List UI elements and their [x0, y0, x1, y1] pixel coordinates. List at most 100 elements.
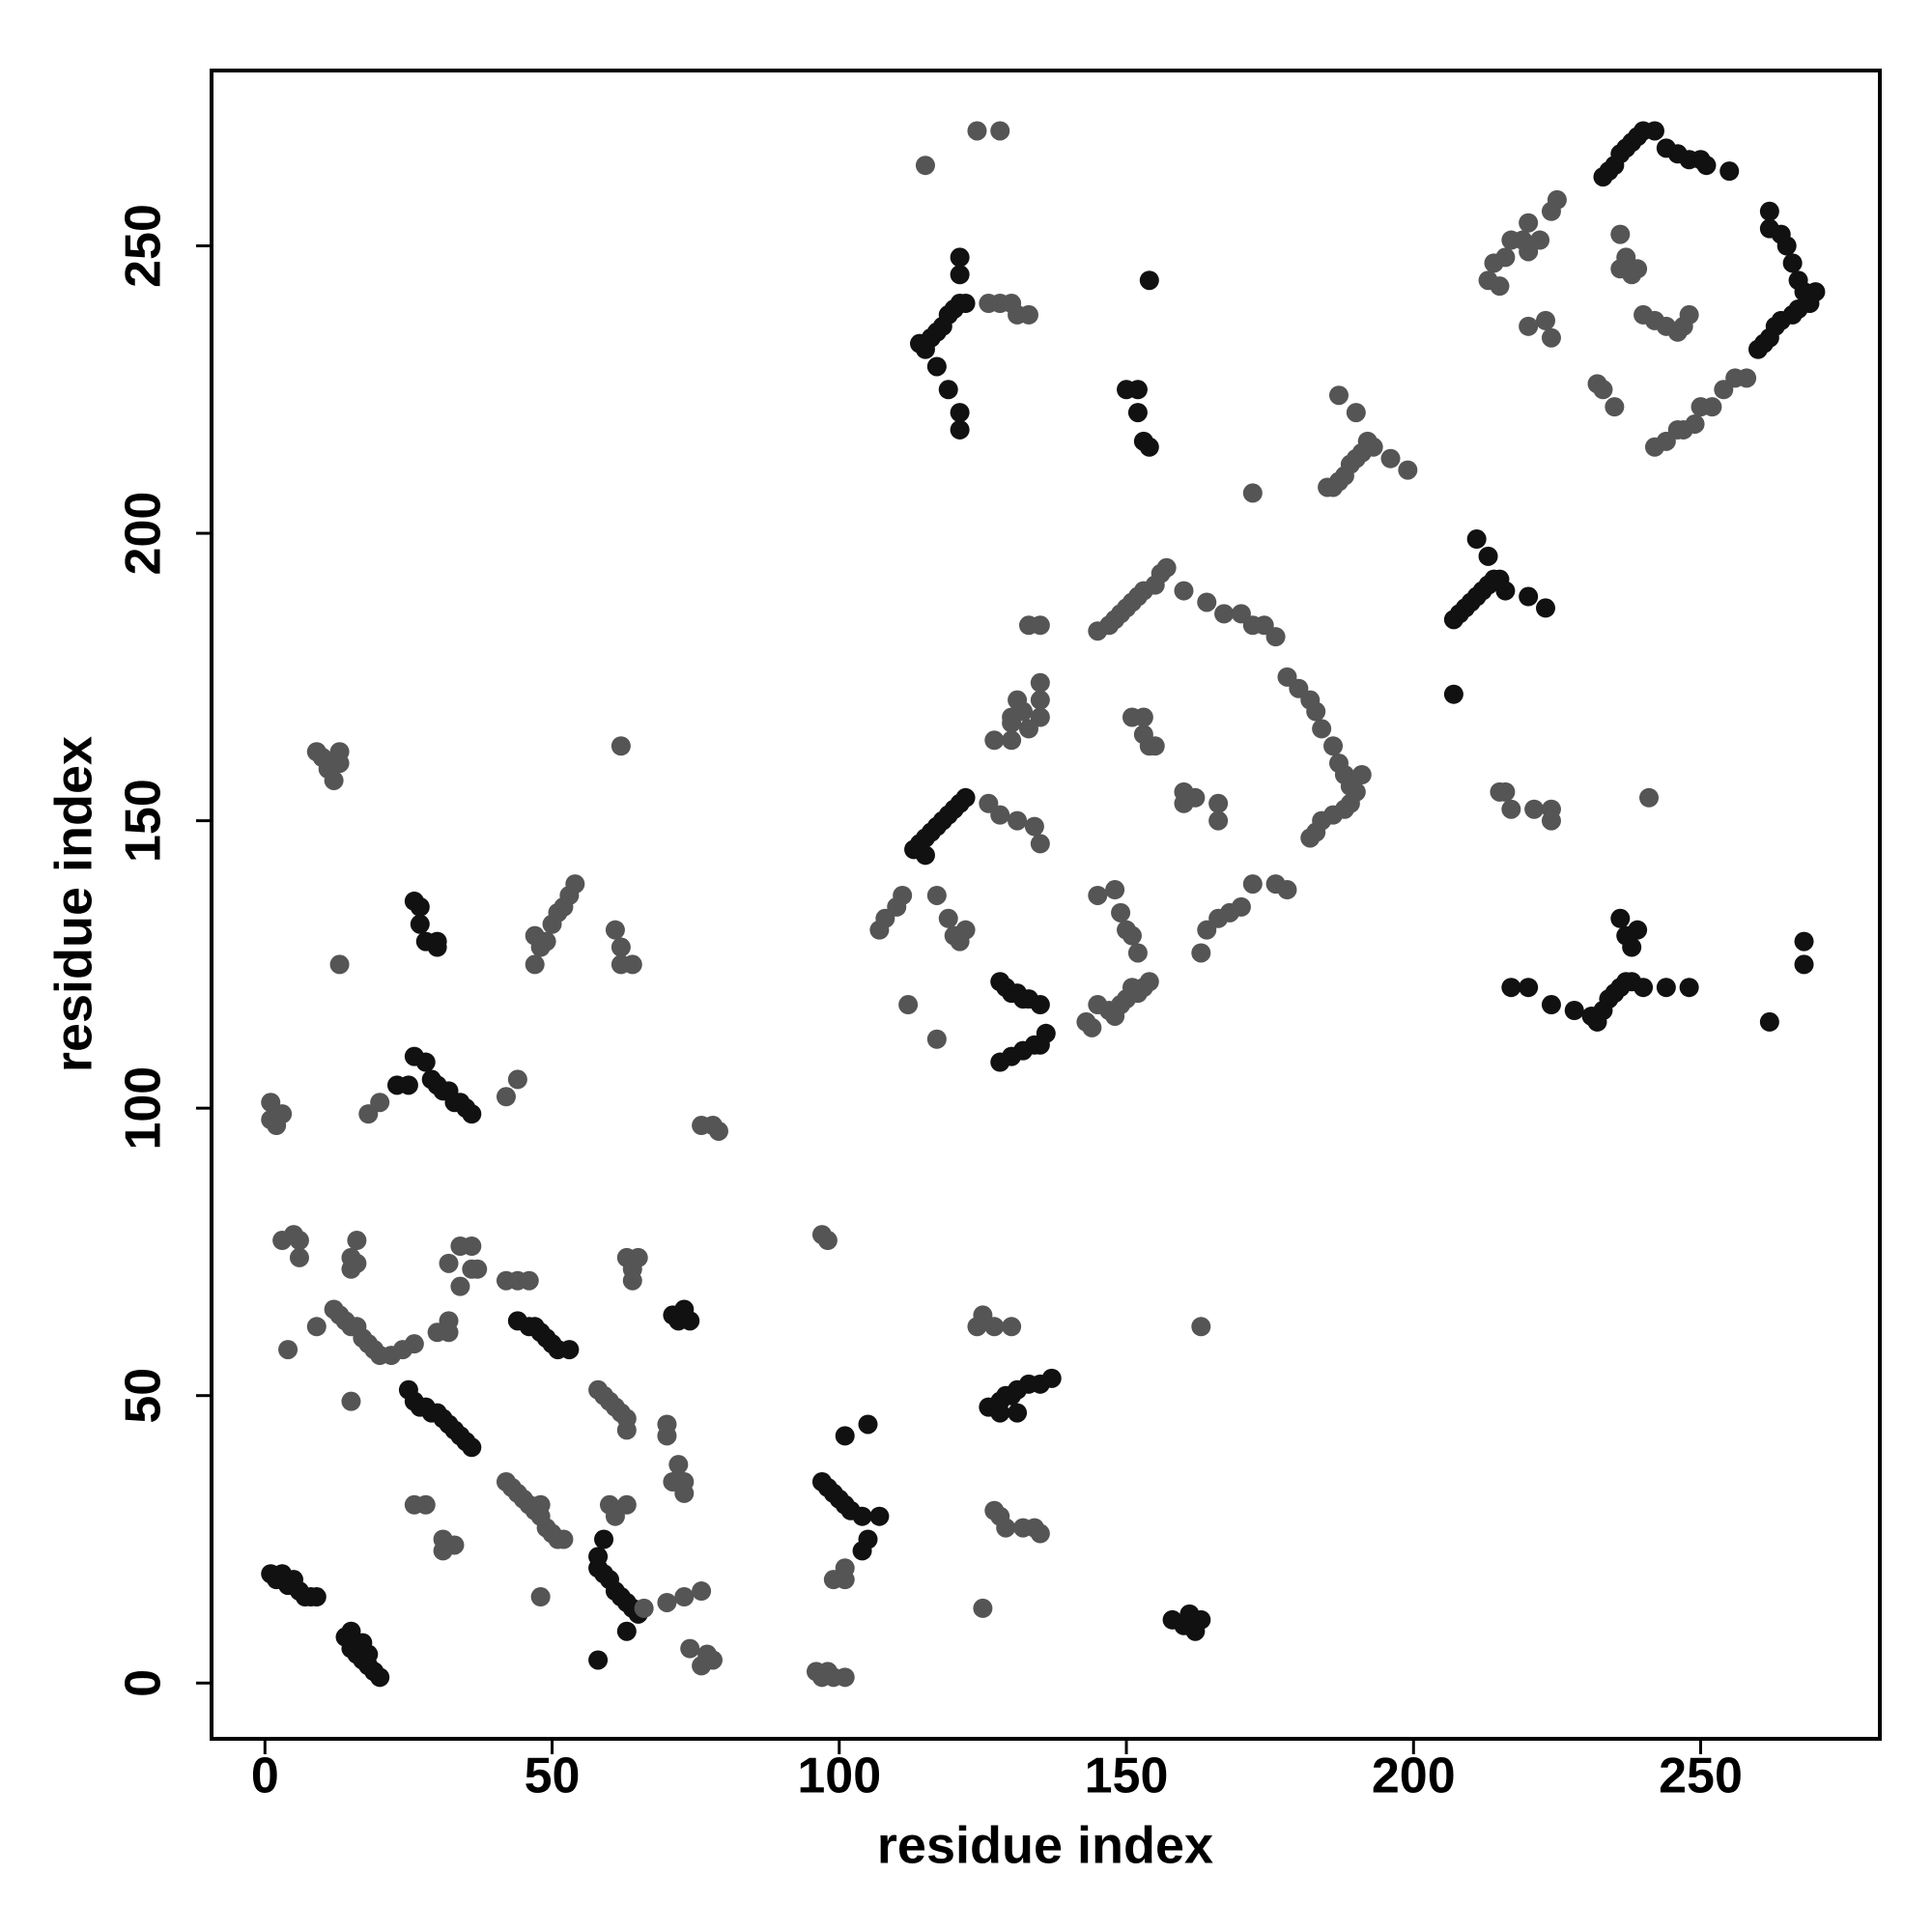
point: [1191, 1609, 1211, 1630]
point: [1328, 385, 1349, 406]
point: [984, 1317, 1005, 1337]
point: [984, 730, 1005, 751]
point: [1346, 403, 1366, 423]
point: [1082, 1017, 1102, 1037]
point: [950, 247, 970, 268]
point: [938, 380, 958, 400]
point: [1519, 316, 1539, 336]
point: [347, 1231, 367, 1251]
point: [1747, 339, 1768, 359]
point: [565, 874, 585, 895]
point: [1105, 880, 1125, 900]
point: [427, 937, 447, 957]
point: [1242, 483, 1263, 503]
point: [1536, 310, 1556, 330]
point: [1622, 937, 1642, 957]
point: [990, 1403, 1010, 1423]
point: [955, 787, 976, 808]
point: [1794, 931, 1814, 952]
point: [1306, 701, 1326, 722]
point: [1139, 270, 1159, 291]
point: [1484, 253, 1504, 273]
point: [1030, 690, 1050, 710]
x-tick-label: 50: [525, 1748, 581, 1804]
point: [1018, 719, 1038, 739]
x-tick-label: 200: [1372, 1748, 1456, 1804]
point: [1519, 978, 1539, 998]
point: [990, 121, 1010, 141]
point: [1644, 121, 1664, 141]
point: [668, 1455, 689, 1475]
plot-frame: [210, 69, 1882, 1741]
point: [1030, 995, 1050, 1015]
point: [278, 1340, 298, 1360]
point: [1030, 672, 1050, 693]
point: [519, 1270, 539, 1291]
point: [1127, 380, 1148, 400]
x-tick-label: 250: [1659, 1748, 1743, 1804]
point: [898, 995, 919, 1015]
point: [370, 1093, 390, 1113]
y-tick-label: 200: [116, 492, 172, 576]
point: [525, 954, 545, 975]
point: [1030, 1523, 1050, 1544]
point: [439, 1311, 459, 1331]
point: [1656, 978, 1676, 998]
point: [1030, 834, 1050, 854]
point: [1759, 1011, 1779, 1032]
point: [410, 914, 430, 934]
point: [680, 1311, 700, 1331]
point: [1008, 810, 1028, 831]
point: [1605, 397, 1625, 417]
point: [496, 1087, 516, 1107]
point: [1501, 799, 1521, 819]
point: [1002, 730, 1022, 751]
point: [1185, 787, 1206, 808]
point: [1024, 816, 1044, 837]
point: [468, 1259, 488, 1279]
point: [817, 1231, 838, 1251]
point: [1041, 1368, 1062, 1388]
point: [926, 1029, 947, 1049]
point: [1174, 581, 1194, 601]
point: [657, 1426, 677, 1446]
point: [1323, 736, 1344, 756]
y-tick-label: 0: [116, 1669, 172, 1697]
point: [1679, 978, 1699, 998]
point: [1214, 604, 1235, 624]
point: [1197, 920, 1217, 940]
point: [1111, 902, 1131, 923]
point: [950, 403, 970, 423]
point: [1191, 1317, 1211, 1337]
point: [324, 770, 344, 790]
point: [950, 419, 970, 440]
point: [1139, 972, 1159, 992]
point: [1759, 201, 1779, 221]
point: [588, 1650, 609, 1670]
point: [1363, 437, 1383, 457]
point: [1466, 529, 1487, 550]
y-tick-label: 100: [116, 1066, 172, 1151]
point: [1628, 920, 1648, 940]
point: [1088, 885, 1108, 905]
point: [926, 356, 947, 377]
point: [1501, 978, 1521, 998]
y-tick-label: 150: [116, 779, 172, 863]
point: [329, 954, 350, 975]
x-tick-label: 150: [1085, 1748, 1169, 1804]
point: [1133, 707, 1153, 727]
point: [1644, 437, 1664, 457]
point: [1443, 684, 1463, 704]
point: [869, 1506, 890, 1526]
point: [1524, 799, 1545, 819]
point: [1794, 954, 1814, 975]
point: [1398, 460, 1418, 480]
point: [1495, 581, 1516, 601]
point: [692, 1581, 712, 1602]
point: [674, 1483, 695, 1503]
point: [559, 1340, 580, 1360]
point: [1634, 978, 1654, 998]
x-axis-label: residue index: [877, 1816, 1213, 1874]
point: [915, 845, 935, 866]
point: [462, 1236, 482, 1256]
